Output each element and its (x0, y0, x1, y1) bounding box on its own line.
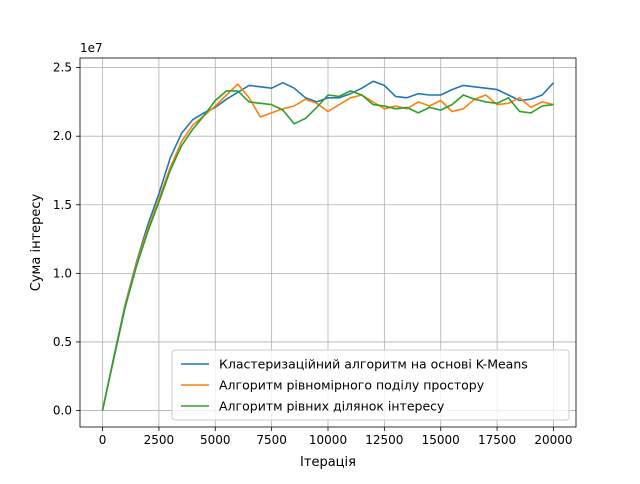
y-tick-label: 1.0 (53, 266, 72, 280)
series-line-3 (101, 90, 554, 411)
ticks: 0 2500 5000 7500 10000 12500 15000 17500 20000 0.… (53, 61, 573, 447)
y-tick-label: 0.0 (53, 404, 72, 418)
legend-label-3: Алгоритм рівних ділянок інтересу (219, 399, 445, 414)
y-axis-label: Сума інтересу (29, 193, 44, 291)
x-tick-label: 0 (99, 433, 107, 447)
legend-box (171, 349, 570, 421)
y-tick-label: 2.5 (53, 61, 72, 75)
legend: Кластеризаційний алгоритм на основі K-Me… (171, 349, 570, 421)
series-lines (101, 80, 555, 411)
x-tick-label: 12500 (365, 433, 403, 447)
legend-label-2: Алгоритм рівномірного поділу простору (219, 378, 485, 393)
x-axis-label: Ітерація (300, 455, 356, 470)
x-tick-label: 10000 (309, 433, 347, 447)
x-tick-label: 15000 (422, 433, 460, 447)
x-tick-label: 20000 (534, 433, 572, 447)
x-tick-label: 17500 (478, 433, 516, 447)
x-tick-label: 7500 (256, 433, 287, 447)
y-tick-label: 1.5 (53, 198, 72, 212)
series-line-1 (101, 80, 555, 411)
y-tick-label: 2.0 (53, 129, 72, 143)
y-scale-label: 1e7 (80, 41, 103, 55)
x-tick-label: 2500 (144, 433, 175, 447)
legend-label-1: Кластеризаційний алгоритм на основі K-Me… (219, 357, 528, 372)
x-tick-label: 5000 (200, 433, 231, 447)
series-line-2 (101, 83, 554, 411)
y-tick-label: 0.5 (53, 335, 72, 349)
